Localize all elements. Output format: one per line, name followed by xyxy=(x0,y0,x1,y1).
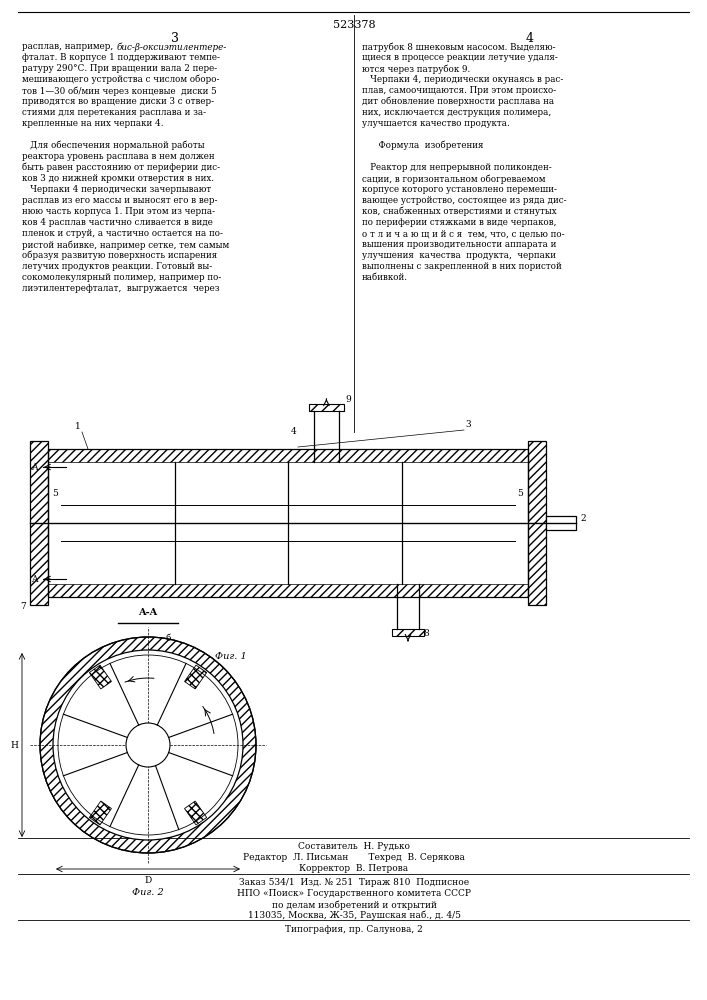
Text: Для обеспечения нормальной работы: Для обеспечения нормальной работы xyxy=(22,141,204,150)
Text: Фиг. 1: Фиг. 1 xyxy=(214,652,246,661)
Text: быть равен расстоянию от периферии дис-: быть равен расстоянию от периферии дис- xyxy=(22,163,220,172)
Bar xyxy=(30,441,48,605)
Text: Фиг. 2: Фиг. 2 xyxy=(132,888,164,897)
Text: тов 1—30 об/мин через концевые  диски 5: тов 1—30 об/мин через концевые диски 5 xyxy=(22,86,216,96)
Text: фталат. В корпусе 1 поддерживают темпе-: фталат. В корпусе 1 поддерживают темпе- xyxy=(22,53,220,62)
Text: по периферии стяжками в виде черпаков,: по периферии стяжками в виде черпаков, xyxy=(362,218,556,227)
Text: патрубок 8 шнековым насосом. Выделяю-: патрубок 8 шнековым насосом. Выделяю- xyxy=(362,42,556,51)
Text: бис-β-оксиэтилентере-: бис-β-оксиэтилентере- xyxy=(117,42,227,51)
Text: выполнены с закрепленной в них пористой: выполнены с закрепленной в них пористой xyxy=(362,262,562,271)
Text: 3: 3 xyxy=(171,32,179,45)
Text: A-A: A-A xyxy=(139,608,158,617)
Text: Редактор  Л. Письман       Техред  В. Серякова: Редактор Л. Письман Техред В. Серякова xyxy=(243,853,465,862)
Text: Корректор  В. Петрова: Корректор В. Петрова xyxy=(300,864,409,873)
Text: образуя развитую поверхность испарения: образуя развитую поверхность испарения xyxy=(22,251,217,260)
Ellipse shape xyxy=(53,650,243,840)
Text: ются через патрубок 9.: ются через патрубок 9. xyxy=(362,64,470,74)
Text: Типография, пр. Салунова, 2: Типография, пр. Салунова, 2 xyxy=(285,925,423,934)
Bar xyxy=(546,516,576,530)
Text: корпусе которого установлено перемеши-: корпусе которого установлено перемеши- xyxy=(362,185,557,194)
Text: 2: 2 xyxy=(580,514,585,523)
Text: сации, в горизонтальном обогреваемом: сации, в горизонтальном обогреваемом xyxy=(362,174,546,184)
Text: A: A xyxy=(32,462,38,472)
Text: улучшения  качества  продукта,  черпаки: улучшения качества продукта, черпаки xyxy=(362,251,556,260)
Text: улучшается качество продукта.: улучшается качество продукта. xyxy=(362,119,510,128)
Text: крепленные на них черпаки 4.: крепленные на них черпаки 4. xyxy=(22,119,163,128)
Text: 4: 4 xyxy=(193,673,199,682)
Bar xyxy=(392,629,424,636)
Text: D: D xyxy=(144,876,151,885)
Text: летучих продуктов реакции. Готовый вы-: летучих продуктов реакции. Готовый вы- xyxy=(22,262,212,271)
Text: лиэтилентерефталат,  выгружается  через: лиэтилентерефталат, выгружается через xyxy=(22,284,219,293)
Text: щиеся в процессе реакции летучие удаля-: щиеся в процессе реакции летучие удаля- xyxy=(362,53,558,62)
Bar xyxy=(309,404,344,411)
Text: сокомолекулярный полимер, например по-: сокомолекулярный полимер, например по- xyxy=(22,273,221,282)
Text: 4: 4 xyxy=(291,427,296,436)
Text: ков 3 до нижней кромки отверстия в них.: ков 3 до нижней кромки отверстия в них. xyxy=(22,174,214,183)
Text: Формула  изобретения: Формула изобретения xyxy=(362,141,484,150)
Text: них, исключается деструкция полимера,: них, исключается деструкция полимера, xyxy=(362,108,551,117)
Text: 5: 5 xyxy=(52,489,58,498)
Text: ратуру 290°С. При вращении вала 2 пере-: ратуру 290°С. При вращении вала 2 пере- xyxy=(22,64,217,73)
Text: расплав из его массы и выносят его в вер-: расплав из его массы и выносят его в вер… xyxy=(22,196,218,205)
Text: Заказ 534/1  Изд. № 251  Тираж 810  Подписное: Заказ 534/1 Изд. № 251 Тираж 810 Подписн… xyxy=(239,878,469,887)
Bar xyxy=(48,449,528,462)
Text: ристой набивке, например сетке, тем самым: ристой набивке, например сетке, тем самы… xyxy=(22,240,229,249)
Text: 3: 3 xyxy=(216,730,221,739)
Text: ков, снабженных отверстиями и стянутых: ков, снабженных отверстиями и стянутых xyxy=(362,207,556,217)
Text: 9: 9 xyxy=(345,395,351,404)
Text: приводятся во вращение диски 3 с отвер-: приводятся во вращение диски 3 с отвер- xyxy=(22,97,214,106)
Text: стиями для перетекания расплава и за-: стиями для перетекания расплава и за- xyxy=(22,108,206,117)
Text: 3: 3 xyxy=(465,420,471,429)
Text: 523378: 523378 xyxy=(333,20,375,30)
Text: 4: 4 xyxy=(526,32,534,45)
Text: Черпаки 4 периодически зачерпывают: Черпаки 4 периодически зачерпывают xyxy=(22,185,211,194)
Ellipse shape xyxy=(40,637,256,853)
Text: 5: 5 xyxy=(517,489,523,498)
Text: 7: 7 xyxy=(21,602,26,611)
Text: пленок и струй, а частично остается на по-: пленок и струй, а частично остается на п… xyxy=(22,229,223,238)
Text: НПО «Поиск» Государственного комитета СССР: НПО «Поиск» Государственного комитета СС… xyxy=(237,889,471,898)
Bar xyxy=(61,462,515,584)
Text: расплав, например,: расплав, например, xyxy=(22,42,119,51)
Text: Составитель  Н. Рудько: Составитель Н. Рудько xyxy=(298,842,410,851)
Text: 1: 1 xyxy=(153,703,159,712)
Text: плав, самоочищаются. При этом происхо-: плав, самоочищаются. При этом происхо- xyxy=(362,86,556,95)
Bar xyxy=(48,584,528,597)
Text: реактора уровень расплава в нем должен: реактора уровень расплава в нем должен xyxy=(22,152,215,161)
Text: по делам изобретений и открытий: по делам изобретений и открытий xyxy=(271,900,436,910)
Text: Реактор для непрерывной поликонден-: Реактор для непрерывной поликонден- xyxy=(362,163,551,172)
Text: вышения производительности аппарата и: вышения производительности аппарата и xyxy=(362,240,556,249)
Text: 8: 8 xyxy=(423,630,428,639)
Ellipse shape xyxy=(126,723,170,767)
Text: 1: 1 xyxy=(75,422,81,431)
Text: о т л и ч а ю щ и й с я  тем, что, с целью по-: о т л и ч а ю щ и й с я тем, что, с цель… xyxy=(362,229,565,238)
Text: вающее устройство, состоящее из ряда дис-: вающее устройство, состоящее из ряда дис… xyxy=(362,196,566,205)
Ellipse shape xyxy=(58,655,238,835)
Text: набивкой.: набивкой. xyxy=(362,273,408,282)
Text: мешивающего устройства с числом оборо-: мешивающего устройства с числом оборо- xyxy=(22,75,219,85)
Bar xyxy=(528,441,546,605)
Text: 113035, Москва, Ж-35, Раушская наб., д. 4/5: 113035, Москва, Ж-35, Раушская наб., д. … xyxy=(247,911,460,920)
Text: нюю часть корпуса 1. При этом из черпа-: нюю часть корпуса 1. При этом из черпа- xyxy=(22,207,215,216)
Text: Черпаки 4, периодически окунаясь в рас-: Черпаки 4, периодически окунаясь в рас- xyxy=(362,75,563,84)
Text: дит обновление поверхности расплава на: дит обновление поверхности расплава на xyxy=(362,97,554,106)
Text: A: A xyxy=(32,574,38,584)
Text: ков 4 расплав частично сливается в виде: ков 4 расплав частично сливается в виде xyxy=(22,218,213,227)
Bar xyxy=(48,449,528,597)
Text: H: H xyxy=(10,740,18,750)
Text: б: б xyxy=(166,634,172,643)
